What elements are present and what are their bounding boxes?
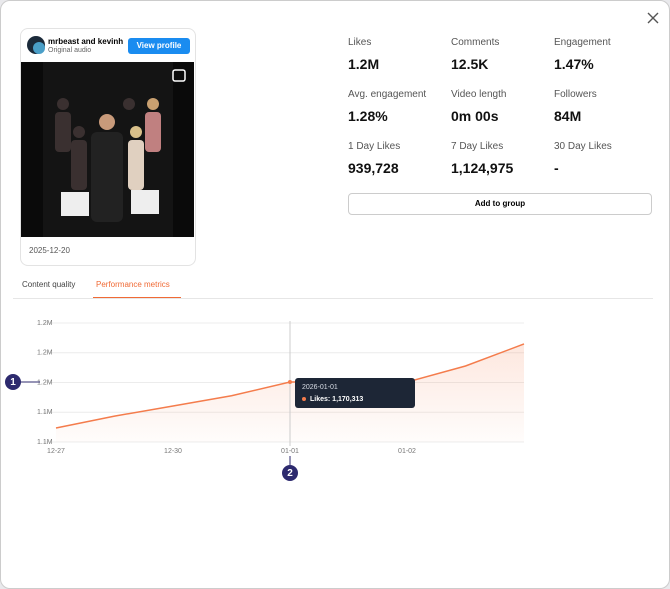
y-tick-label: 1.1M xyxy=(37,409,53,416)
x-tick-label: 12-30 xyxy=(164,448,182,455)
y-tick-label: 1.2M xyxy=(37,320,53,327)
metric-value: - xyxy=(554,160,559,176)
marker xyxy=(5,374,21,390)
metric-label: Video length xyxy=(451,89,507,100)
metric-value: 1,124,975 xyxy=(451,160,514,176)
metric-value: 1.28% xyxy=(348,108,388,124)
x-tick-label: 01-01 xyxy=(281,448,299,455)
hover-point xyxy=(288,380,292,385)
metric-value: 84M xyxy=(554,108,582,124)
marker xyxy=(282,465,298,481)
metric-value: 12.5K xyxy=(451,56,489,72)
post-card xyxy=(20,28,196,266)
tooltip-dot xyxy=(302,397,306,402)
tooltip-title: 2026-01-01 xyxy=(302,384,338,391)
marker-label: 2 xyxy=(287,468,293,479)
metric-label: Likes xyxy=(348,37,372,48)
metric-label: 7 Day Likes xyxy=(451,141,504,152)
x-tick-label: 12-27 xyxy=(47,448,65,455)
divider xyxy=(13,298,653,299)
x-tick-label: 01-02 xyxy=(398,448,416,455)
close-button[interactable] xyxy=(647,12,659,24)
metric-value: 939,728 xyxy=(348,160,399,176)
metric-value: 0m 00s xyxy=(451,108,499,124)
post-author: mrbeast and kevinh xyxy=(48,37,124,46)
metric-label: Engagement xyxy=(554,37,611,48)
metric-label: 30 Day Likes xyxy=(554,141,612,152)
avatar xyxy=(27,36,45,54)
metric-label: Avg. engagement xyxy=(348,89,427,100)
marker-label: 1 xyxy=(10,377,16,388)
metric-label: 1 Day Likes xyxy=(348,141,401,152)
y-tick-label: 1.2M xyxy=(37,379,53,386)
y-tick-label: 1.1M xyxy=(37,439,53,446)
tab-active[interactable]: Performance metrics xyxy=(96,280,170,289)
tab[interactable]: Content quality xyxy=(22,280,76,289)
metric-value: 1.47% xyxy=(554,56,594,72)
metric-label: Followers xyxy=(554,89,597,100)
post-image xyxy=(21,62,194,237)
tooltip xyxy=(295,378,415,409)
chart: 1.1M 1.1M 1.2M 1.2M 1.2M 12-27 12-30 01-01 01-02… xyxy=(5,320,525,481)
post-date: 2025-12-20 xyxy=(29,246,70,255)
view-profile-button[interactable]: View profile xyxy=(128,38,190,54)
post-audio: Original audio xyxy=(48,47,92,54)
tooltip-text: Likes: 1,170,313 xyxy=(310,396,363,403)
metric-value: 1.2M xyxy=(348,56,380,72)
add-to-group-button[interactable]: Add to group xyxy=(348,193,652,215)
y-tick-label: 1.2M xyxy=(37,350,53,357)
metric-label: Comments xyxy=(451,37,500,48)
